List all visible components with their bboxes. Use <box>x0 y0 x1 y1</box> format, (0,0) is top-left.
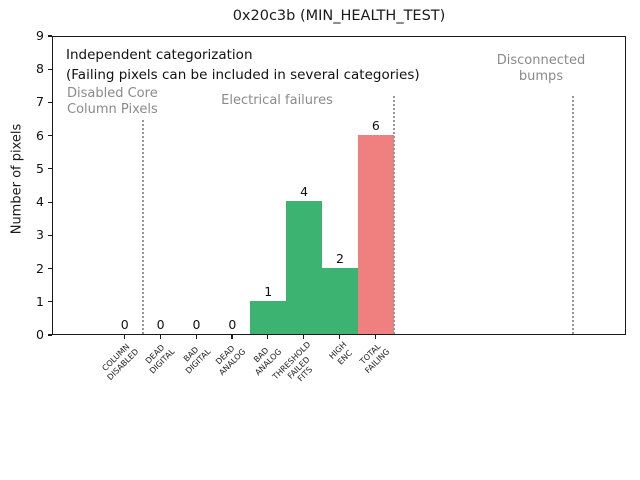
y-tick <box>48 201 52 203</box>
bar-value-label: 0 <box>228 317 237 332</box>
group-label-electrical-failures: Electrical failures <box>221 93 333 108</box>
y-tick-label: 2 <box>36 260 44 276</box>
group-separator-line <box>392 96 395 334</box>
plot-area: Independent categorization (Failing pixe… <box>52 36 626 335</box>
y-tick <box>48 101 52 104</box>
y-tick <box>48 334 52 336</box>
x-tick <box>374 335 377 339</box>
bar-value-label: 0 <box>156 317 165 332</box>
y-tick <box>48 234 52 236</box>
annotation-failing-pixels-note: (Failing pixels can be included in sever… <box>66 67 420 83</box>
bar-value-label: 2 <box>336 250 344 266</box>
x-tick <box>267 335 269 339</box>
y-tick <box>48 267 52 270</box>
group-label-disabled-core-column-pixels: Disabled Core Column Pixels <box>67 86 158 117</box>
y-tick <box>48 168 52 170</box>
y-tick-label: 9 <box>36 28 44 43</box>
bar-threshold-failed-fits <box>286 201 323 334</box>
x-tick <box>123 335 125 339</box>
group-label-disconnected-bumps: Disconnected bumps <box>496 53 586 84</box>
y-tick <box>48 301 52 303</box>
y-tick <box>48 135 52 137</box>
x-tick <box>231 335 233 339</box>
y-tick-label: 8 <box>36 61 44 77</box>
y-tick-label: 1 <box>36 293 44 309</box>
y-tick <box>48 68 52 70</box>
bar-value-label: 4 <box>300 184 309 200</box>
bar-value-label: 0 <box>192 317 201 332</box>
y-tick-label: 0 <box>36 327 44 342</box>
x-tick <box>303 335 305 339</box>
y-tick <box>48 35 52 37</box>
group-separator-line <box>141 120 144 334</box>
bar-total-failing <box>357 134 394 334</box>
bar-high-enc <box>322 267 358 334</box>
y-tick-label: 5 <box>36 160 44 176</box>
y-tick-label: 4 <box>36 194 44 210</box>
x-tick <box>339 335 341 339</box>
y-tick-label: 7 <box>36 94 44 110</box>
bar-bad-analog <box>250 300 287 334</box>
y-tick-label: 3 <box>36 227 44 243</box>
y-tick-label: 6 <box>36 127 44 143</box>
group-separator-line <box>572 96 575 334</box>
annotation-independent-categorization: Independent categorization <box>66 47 253 63</box>
chart-title: 0x20c3b (MIN_HEALTH_TEST) <box>232 8 446 24</box>
bar-value-label: 6 <box>371 117 380 133</box>
bar-value-label: 1 <box>264 283 273 299</box>
x-tick <box>159 335 161 339</box>
x-tick <box>195 335 197 339</box>
bar-value-label: 0 <box>120 317 129 332</box>
